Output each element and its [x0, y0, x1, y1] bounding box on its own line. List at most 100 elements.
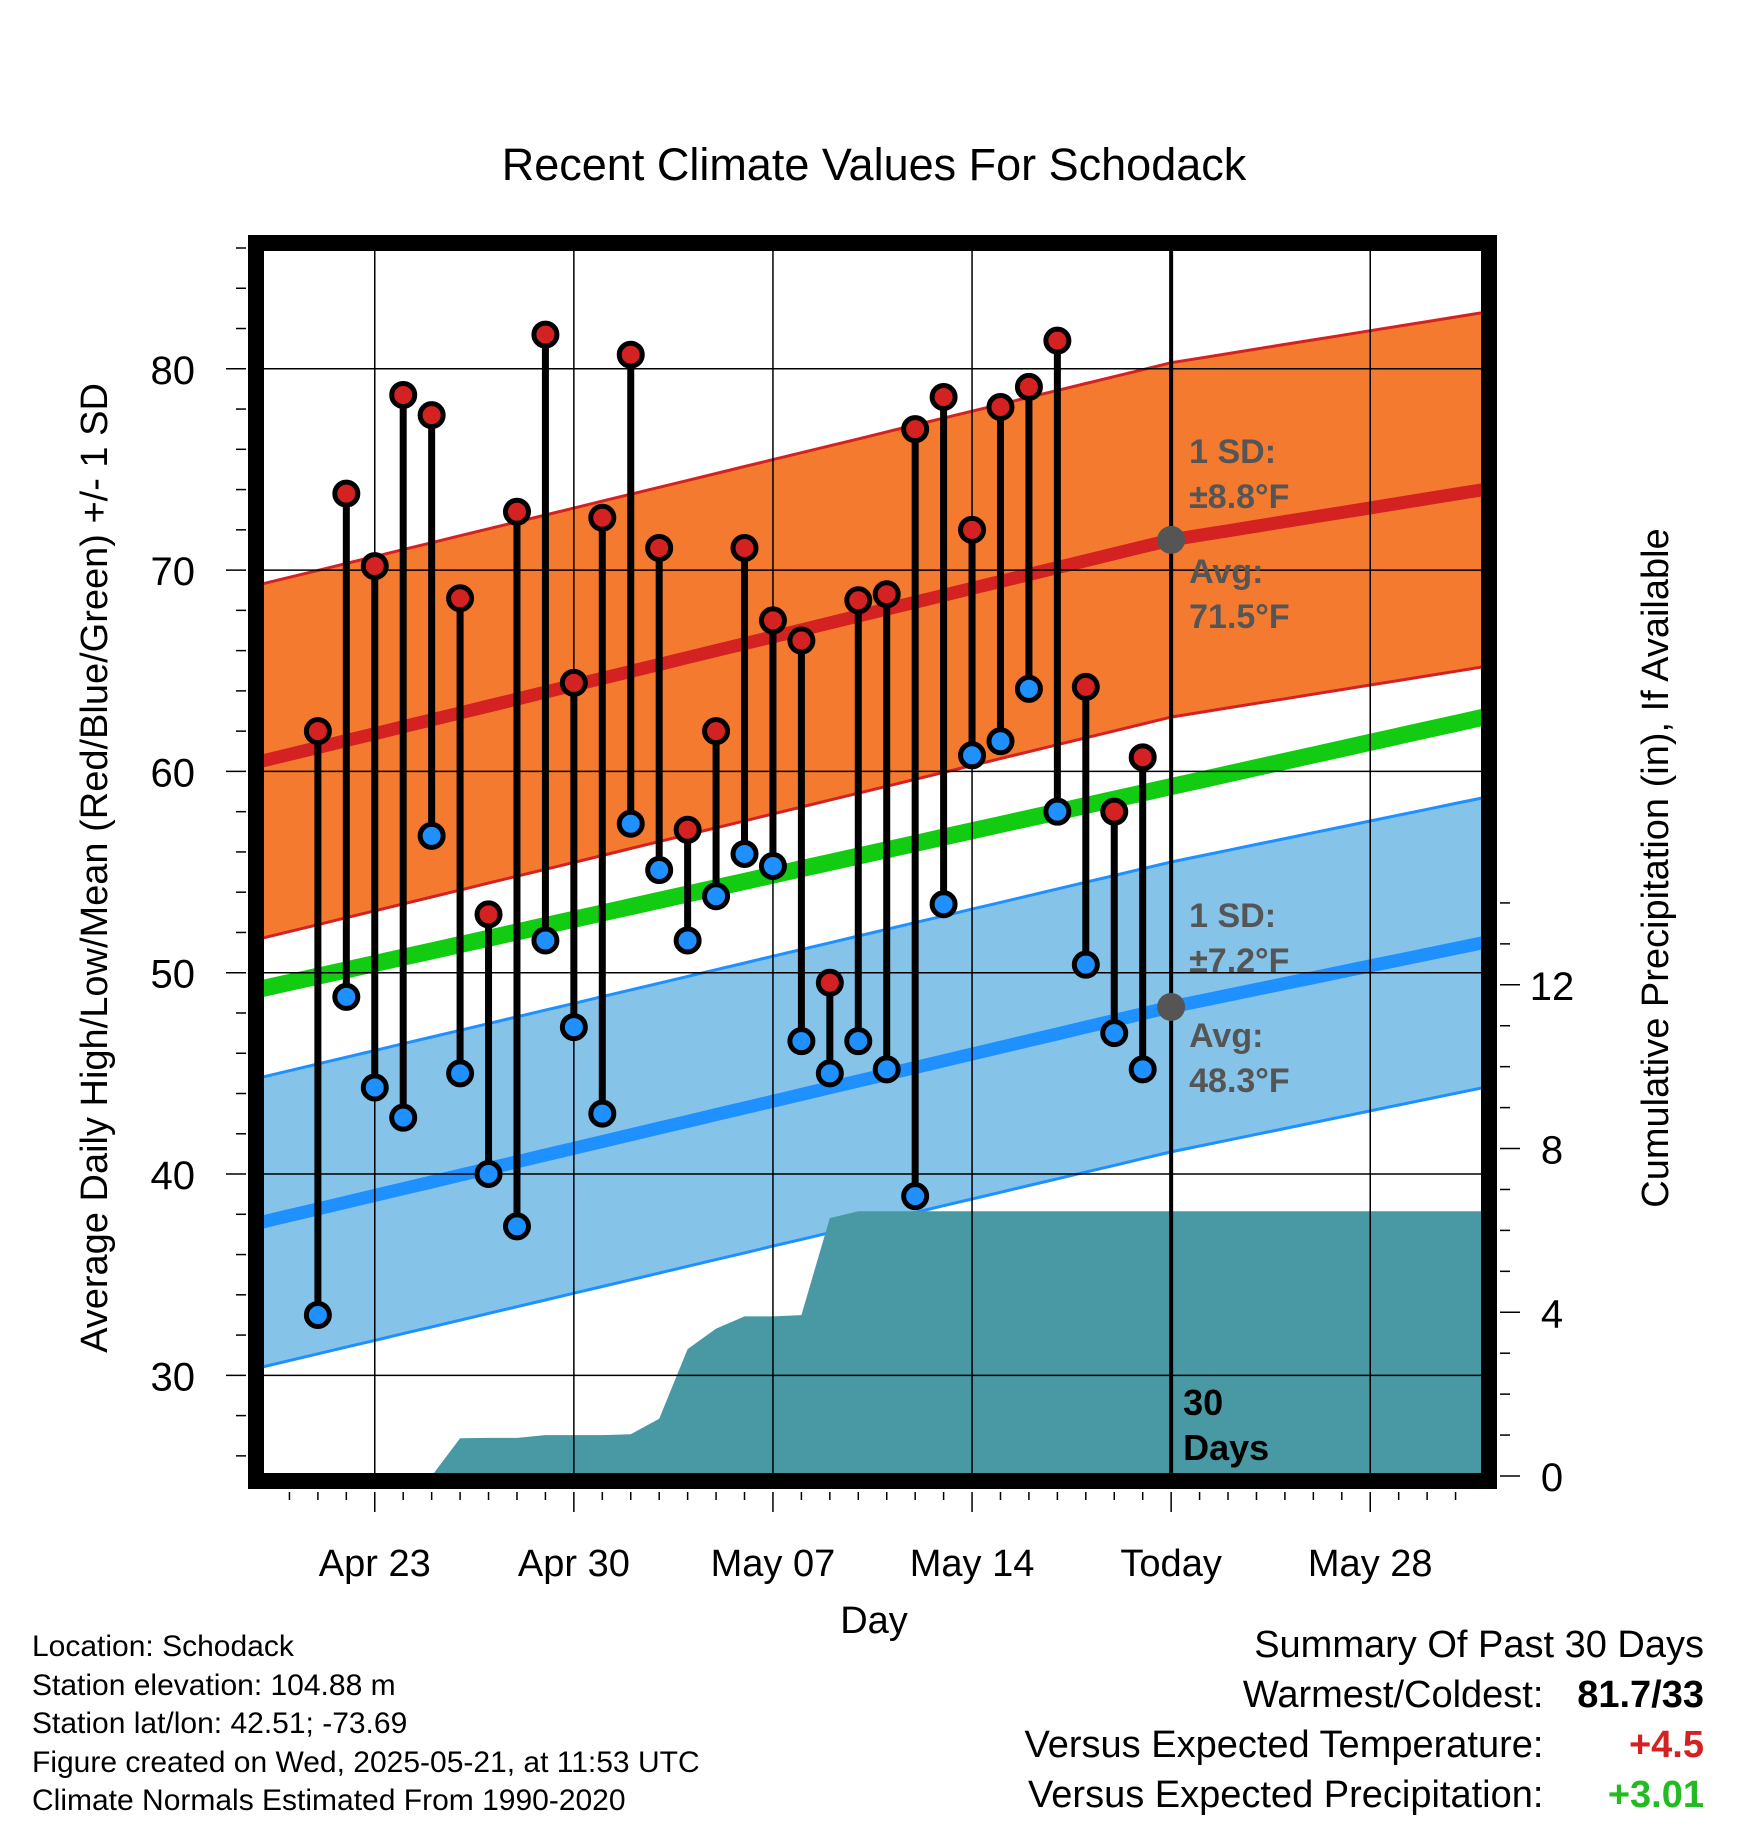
chart-title: Recent Climate Values For Schodack [502, 139, 1247, 190]
x-tick-label: Today [1120, 1543, 1221, 1585]
summary-temp-label: Versus Expected Temperature: [1024, 1724, 1544, 1766]
daily-low-point [1014, 674, 1043, 703]
y-axis-label: Average Daily High/Low/Mean (Red/Blue/Gr… [74, 383, 116, 1353]
daily-low-point [332, 982, 361, 1011]
daily-high-point [787, 626, 816, 655]
daily-high-point [958, 515, 987, 544]
x-tick-label: Apr 30 [518, 1543, 630, 1585]
high-sd-label: 1 SD: [1189, 433, 1276, 471]
summary-temp-value: +4.5 [1628, 1724, 1704, 1766]
y-tick-label: 50 [151, 953, 196, 997]
x-tick-label: May 28 [1308, 1543, 1433, 1585]
daily-high-point [1100, 797, 1129, 826]
daily-low-point [702, 882, 731, 911]
daily-high-point [303, 717, 332, 746]
figure-created: Figure created on Wed, 2025-05-21, at 11… [32, 1745, 700, 1779]
precipitation-area [403, 1211, 1485, 1476]
x-tick-label: May 07 [711, 1543, 836, 1585]
daily-low-point [360, 1073, 389, 1102]
station-info: Location: Schodack Station elevation: 10… [32, 1628, 700, 1821]
daily-low-point [1100, 1019, 1129, 1048]
daily-low-point [303, 1300, 332, 1329]
daily-high-point [417, 401, 446, 430]
daily-low-point [616, 809, 645, 838]
daily-high-point [986, 393, 1015, 422]
low-avg-label: Avg: [1189, 1017, 1263, 1055]
daily-high-point [872, 580, 901, 609]
today-days-label: 30 [1183, 1382, 1223, 1423]
daily-high-point [446, 584, 475, 613]
y2-tick-label: 4 [1541, 1292, 1563, 1336]
daily-high-point [901, 415, 930, 444]
high-avg-label: Avg: [1189, 553, 1263, 591]
daily-high-point [588, 503, 617, 532]
daily-high-point [1128, 743, 1157, 772]
y2-tick-label: 12 [1530, 965, 1575, 1009]
station-elevation: Station elevation: 104.88 m [32, 1668, 396, 1702]
x-axis-label: Day [840, 1600, 908, 1642]
today-days-label: Days [1183, 1427, 1269, 1468]
summary-warmest-value: 81.7/33 [1577, 1674, 1704, 1716]
daily-high-point [332, 479, 361, 508]
daily-high-point [559, 668, 588, 697]
daily-high-point [616, 340, 645, 369]
summary-warmest-row: Warmest/Coldest: 81.7/33 [1025, 1670, 1704, 1720]
y2-tick-label: 0 [1541, 1456, 1563, 1500]
daily-low-point [844, 1027, 873, 1056]
x-tick-label: Apr 23 [319, 1543, 431, 1585]
x-tick-label: May 14 [910, 1543, 1035, 1585]
daily-high-point [474, 900, 503, 929]
summary-warmest-label: Warmest/Coldest: [1242, 1674, 1544, 1716]
y2-axis-label: Cumulative Precipitation (in), If Availa… [1635, 528, 1677, 1207]
daily-low-point [901, 1182, 930, 1211]
daily-high-point [360, 552, 389, 581]
y-tick-label: 80 [151, 349, 196, 393]
daily-high-point [1043, 326, 1072, 355]
daily-high-point [645, 533, 674, 562]
daily-high-point [531, 320, 560, 349]
daily-low-point [531, 926, 560, 955]
avg-low-today-marker [1157, 992, 1186, 1021]
daily-low-point [929, 890, 958, 919]
daily-low-point [502, 1212, 531, 1241]
daily-high-point [502, 497, 531, 526]
y-tick-label: 60 [151, 751, 196, 795]
summary-heading: Summary Of Past 30 Days [1254, 1624, 1704, 1666]
daily-low-point [986, 727, 1015, 756]
daily-high-point [730, 533, 759, 562]
daily-high-point [1014, 372, 1043, 401]
summary-precip-value: +3.01 [1607, 1774, 1704, 1816]
high-avg-value: 71.5°F [1189, 598, 1290, 636]
daily-low-point [758, 852, 787, 881]
daily-low-point [787, 1027, 816, 1056]
plot-frame [248, 235, 1497, 1489]
daily-low-point [1128, 1055, 1157, 1084]
summary-precip-label: Versus Expected Precipitation: [1028, 1774, 1544, 1816]
avg-high-today-marker [1157, 525, 1186, 554]
summary-precip-row: Versus Expected Precipitation: +3.01 [1025, 1770, 1704, 1820]
daily-low-point [958, 741, 987, 770]
y2-tick-label: 8 [1541, 1129, 1563, 1173]
daily-high-point [815, 968, 844, 997]
climate-normals-note: Climate Normals Estimated From 1990-2020 [32, 1784, 626, 1817]
daily-high-point [1071, 672, 1100, 701]
daily-low-point [1043, 797, 1072, 826]
daily-low-point [872, 1055, 901, 1084]
y-tick-label: 70 [151, 550, 196, 594]
low-sd-value: ±7.2°F [1189, 942, 1289, 980]
daily-high-point [673, 815, 702, 844]
y-tick-label: 40 [151, 1154, 196, 1198]
daily-low-point [417, 821, 446, 850]
high-sd-value: ±8.8°F [1189, 478, 1289, 516]
summary-temp-row: Versus Expected Temperature: +4.5 [1025, 1720, 1704, 1770]
daily-high-point [389, 380, 418, 409]
daily-low-point [389, 1103, 418, 1132]
y-tick-label: 30 [151, 1355, 196, 1399]
daily-low-point [645, 856, 674, 885]
daily-low-point [559, 1013, 588, 1042]
summary-panel: Summary Of Past 30 Days Warmest/Coldest:… [1025, 1620, 1704, 1820]
daily-low-point [588, 1099, 617, 1128]
daily-low-point [673, 926, 702, 955]
station-location: Location: Schodack [32, 1630, 294, 1663]
